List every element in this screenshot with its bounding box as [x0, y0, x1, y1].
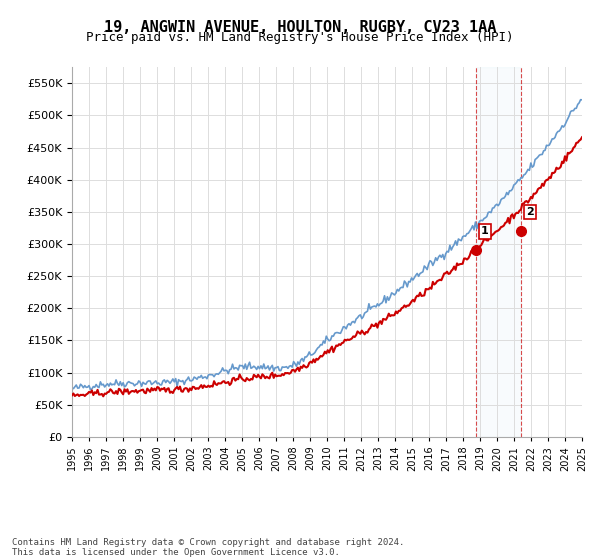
Text: Contains HM Land Registry data © Crown copyright and database right 2024.
This d: Contains HM Land Registry data © Crown c… — [12, 538, 404, 557]
Bar — [476, 67, 521, 437]
Text: 19, ANGWIN AVENUE, HOULTON, RUGBY, CV23 1AA: 19, ANGWIN AVENUE, HOULTON, RUGBY, CV23 … — [104, 20, 496, 35]
Text: 2: 2 — [526, 207, 533, 217]
Text: Price paid vs. HM Land Registry's House Price Index (HPI): Price paid vs. HM Land Registry's House … — [86, 31, 514, 44]
Text: 1: 1 — [481, 226, 488, 236]
